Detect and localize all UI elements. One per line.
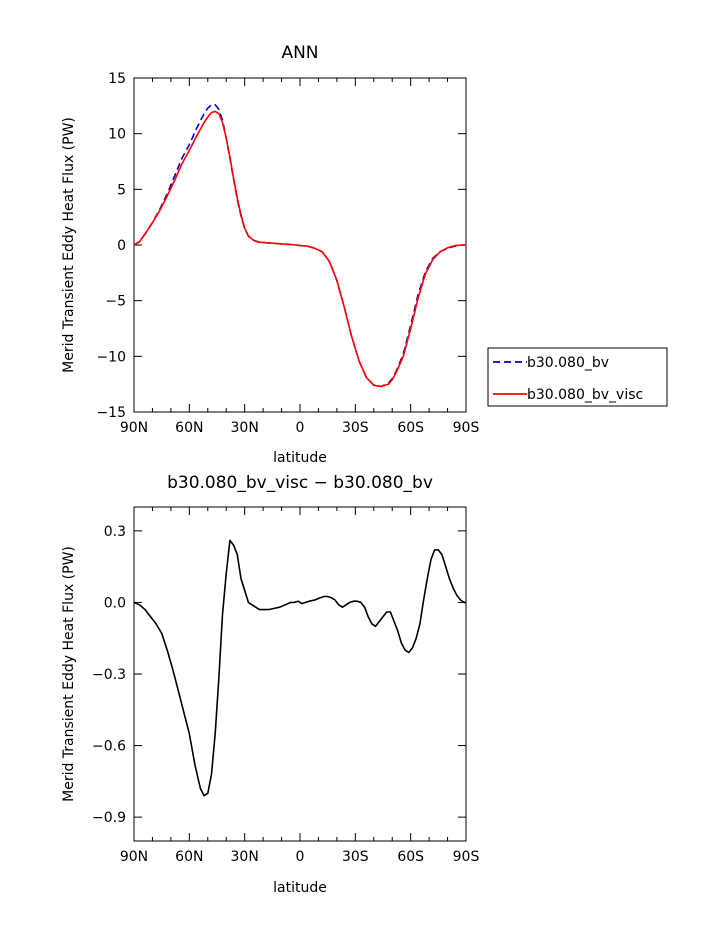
top-x-tick-label: 0 xyxy=(296,420,305,436)
top-chart-title: ANN xyxy=(281,43,318,63)
bottom-x-tick-label: 30S xyxy=(342,849,369,865)
top-series-lines xyxy=(133,103,466,388)
bottom-chart-title: b30.080_bv_visc − b30.080_bv xyxy=(167,473,433,493)
bottom-x-tick-label: 60S xyxy=(397,849,424,865)
bottom-axis-ticks: 90N 60N 30N 0 30S 60S 90S 0.3 0.0 −0.3 −0.6 −0.9 xyxy=(92,507,479,865)
legend-label-b30-080-bv-visc: b30.080_bv_visc xyxy=(527,387,643,403)
legend-box xyxy=(487,347,668,407)
top-series-line-1 xyxy=(133,110,466,388)
top-y-axis-label: Merid Transient Eddy Heat Flux (PW) xyxy=(61,117,77,373)
bottom-plot-frame xyxy=(133,506,467,842)
top-axis-ticks: 90N 60N 30N 0 30S 60S 90S 15 10 5 0 −5 −10 −15 xyxy=(96,71,479,436)
bottom-y-tick-label: −0.3 xyxy=(92,667,126,683)
legend: b30.080_bv b30.080_bv_visc xyxy=(487,347,668,407)
bottom-x-tick-label: 90S xyxy=(453,849,480,865)
bottom-y-tick-label: −0.6 xyxy=(92,739,126,755)
top-x-tick-label: 90N xyxy=(120,420,148,436)
bottom-x-tick-label: 0 xyxy=(296,849,305,865)
top-series-line-0 xyxy=(133,103,466,388)
top-y-tick-label: −5 xyxy=(105,294,126,310)
top-y-tick-label: 15 xyxy=(108,71,126,87)
top-x-tick-label: 60N xyxy=(175,420,203,436)
bottom-y-tick-label: 0.0 xyxy=(104,595,126,611)
top-y-tick-label: −10 xyxy=(96,349,126,365)
bottom-x-tick-label: 30N xyxy=(231,849,259,865)
bottom-x-axis-label: latitude xyxy=(273,880,327,896)
bottom-y-tick-label: 0.3 xyxy=(104,524,126,540)
top-x-tick-label: 60S xyxy=(397,420,424,436)
top-y-tick-label: 0 xyxy=(117,238,126,254)
top-chart: ANN 90N 60N 30N 0 30S 60S 90S 15 10 5 0 −5 −10 −15 la… xyxy=(61,43,479,466)
bottom-series-line-0 xyxy=(133,539,466,797)
bottom-y-tick-label: −0.9 xyxy=(92,810,126,826)
top-y-tick-label: 5 xyxy=(117,182,126,198)
top-x-tick-label: 30N xyxy=(231,420,259,436)
legend-label-b30-080-bv: b30.080_bv xyxy=(527,355,609,371)
bottom-chart: b30.080_bv_visc − b30.080_bv 90N 60N 30N 0 3… xyxy=(61,473,479,896)
top-x-axis-label: latitude xyxy=(273,450,327,466)
top-x-tick-label: 30S xyxy=(342,420,369,436)
bottom-x-tick-label: 90N xyxy=(120,849,148,865)
top-y-tick-label: −15 xyxy=(96,405,126,421)
bottom-series-lines xyxy=(133,539,466,797)
bottom-x-tick-label: 60N xyxy=(175,849,203,865)
top-y-tick-label: 10 xyxy=(108,127,126,143)
top-x-tick-label: 90S xyxy=(453,420,480,436)
bottom-y-axis-label: Merid Transient Eddy Heat Flux (PW) xyxy=(61,546,77,802)
